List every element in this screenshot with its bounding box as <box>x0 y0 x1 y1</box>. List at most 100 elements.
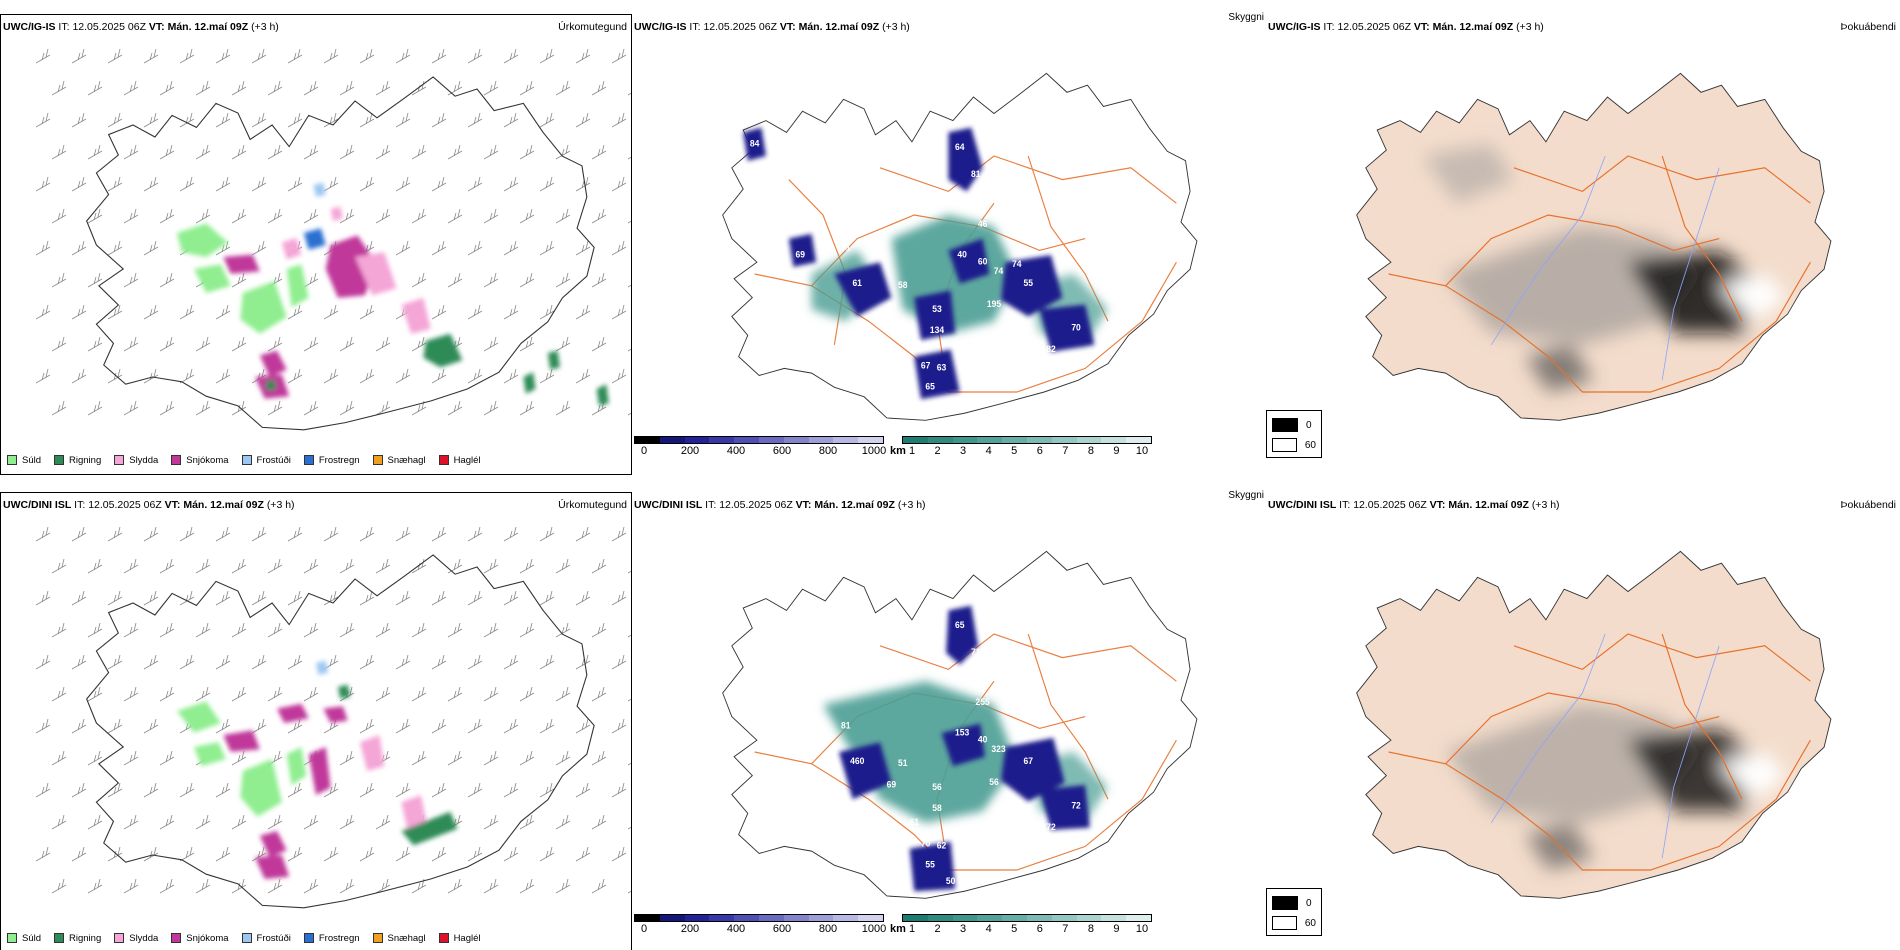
colorbar-tick-label: 200 <box>680 923 700 935</box>
colorbar-segment <box>1051 437 1077 443</box>
colorbar-m <box>634 436 884 444</box>
fog-legend-label: 60 <box>1304 439 1316 451</box>
wind-barb <box>303 80 319 96</box>
legend-item: Snjókoma <box>171 933 229 944</box>
wind-barb <box>467 240 483 256</box>
colorbar-segment <box>783 437 809 443</box>
colorbar-segment <box>1026 915 1052 921</box>
vt-value: Mán. 12.maí 09Z <box>183 499 264 511</box>
colorbar-tick-label: 1 <box>908 923 916 935</box>
cloud-base-value: 134 <box>930 325 944 335</box>
colorbar-unit: km <box>890 445 906 457</box>
cloud-base-value: 65 <box>955 620 965 630</box>
wind-barb <box>287 176 303 192</box>
wind-barb <box>251 846 267 862</box>
legend-item: Súld <box>7 455 41 466</box>
colorbar-tick-label: 0 <box>640 445 648 457</box>
wind-barb <box>431 48 447 64</box>
legend-swatch <box>372 933 383 943</box>
wind-barb <box>107 590 123 606</box>
wind-barb <box>143 112 159 128</box>
cloud-base-value: 195 <box>987 299 1001 309</box>
wind-barb <box>375 336 391 352</box>
wind-barb <box>395 48 411 64</box>
fog-legend-label: 0 <box>1306 897 1312 909</box>
wind-barb <box>575 368 591 384</box>
wind-barb <box>467 368 483 384</box>
wind-barb <box>503 176 519 192</box>
wind-barb <box>215 718 231 734</box>
colorbar-tick-label: 200 <box>680 445 700 457</box>
wind-barb <box>123 208 139 224</box>
wind-barb <box>287 112 303 128</box>
colorbar-segment <box>833 437 859 443</box>
wind-barb <box>123 686 139 702</box>
wind-barb <box>323 48 339 64</box>
wind-barb <box>71 782 87 798</box>
cloud-base-value: 67 <box>1023 756 1033 766</box>
wind-barb <box>215 846 231 862</box>
legend-item: Snæhagl <box>372 933 426 944</box>
wind-barb <box>267 878 283 894</box>
wind-barb <box>431 368 447 384</box>
cloud-base-value: 46 <box>978 219 988 229</box>
wind-barb <box>87 878 103 894</box>
wind-barb <box>539 304 555 320</box>
cloud-base-value: 69 <box>795 249 805 259</box>
wind-barb <box>503 368 519 384</box>
wind-barb <box>159 878 175 894</box>
cloud-base-value: 71 <box>946 398 956 408</box>
wind-barb <box>143 240 159 256</box>
wind-barb <box>323 368 339 384</box>
wind-barb <box>431 304 447 320</box>
legend-swatch <box>241 933 252 943</box>
wind-barb <box>251 654 267 670</box>
wind-barb <box>395 590 411 606</box>
wind-barb <box>303 686 319 702</box>
wind-barb <box>555 878 571 894</box>
colorbar-segment <box>635 915 660 921</box>
wind-barb <box>339 400 355 416</box>
wind-barb <box>87 686 103 702</box>
wind-barb <box>591 272 607 288</box>
wind-barb <box>179 654 195 670</box>
colorbar-segment <box>808 915 834 921</box>
wind-barb <box>447 686 463 702</box>
colorbar-tick-label: 4 <box>985 923 992 935</box>
cloud-visibility-panel: UWC/IG-IS IT: 12.05.2025 06Z VT: Mán. 12… <box>634 0 1266 475</box>
legend-swatch <box>438 933 449 943</box>
wind-barb <box>519 622 535 638</box>
wind-barb <box>503 782 519 798</box>
wind-barb <box>447 878 463 894</box>
wind-barb <box>143 368 159 384</box>
fog-map <box>1306 508 1886 908</box>
wind-barb <box>87 622 103 638</box>
legend-label: Frostregn <box>318 932 360 944</box>
wind-barb <box>591 144 607 160</box>
vt-value: Mán. 12.maí 09Z <box>167 21 249 33</box>
legend-swatch <box>54 455 65 465</box>
wind-barb <box>143 654 159 670</box>
wind-barb <box>87 80 103 96</box>
wind-barb <box>519 878 535 894</box>
wind-barb <box>303 814 319 830</box>
legend-item: Haglél <box>438 455 481 466</box>
cloud-base-value: 50 <box>946 876 956 886</box>
lead-time: (+3 h) <box>1516 21 1544 33</box>
lead-time: (+3 h) <box>266 499 295 511</box>
colorbar-tick-label: 6 <box>1036 923 1043 935</box>
wind-barb <box>231 208 247 224</box>
cloud-base-value: 58 <box>898 280 908 290</box>
legend-item: Haglél <box>438 933 481 944</box>
wind-barb <box>123 400 139 416</box>
wind-barb <box>267 558 283 574</box>
it-value: 12.05.2025 06Z <box>719 499 793 511</box>
wind-barb <box>251 526 267 542</box>
colorbar-segment <box>734 437 759 443</box>
legend-label: Snjókoma <box>186 454 229 466</box>
cloud-base-value: 78 <box>773 162 783 172</box>
wind-barb <box>627 890 631 894</box>
wind-barb <box>71 654 87 670</box>
wind-barb <box>503 846 519 862</box>
wind-barb <box>575 526 591 542</box>
